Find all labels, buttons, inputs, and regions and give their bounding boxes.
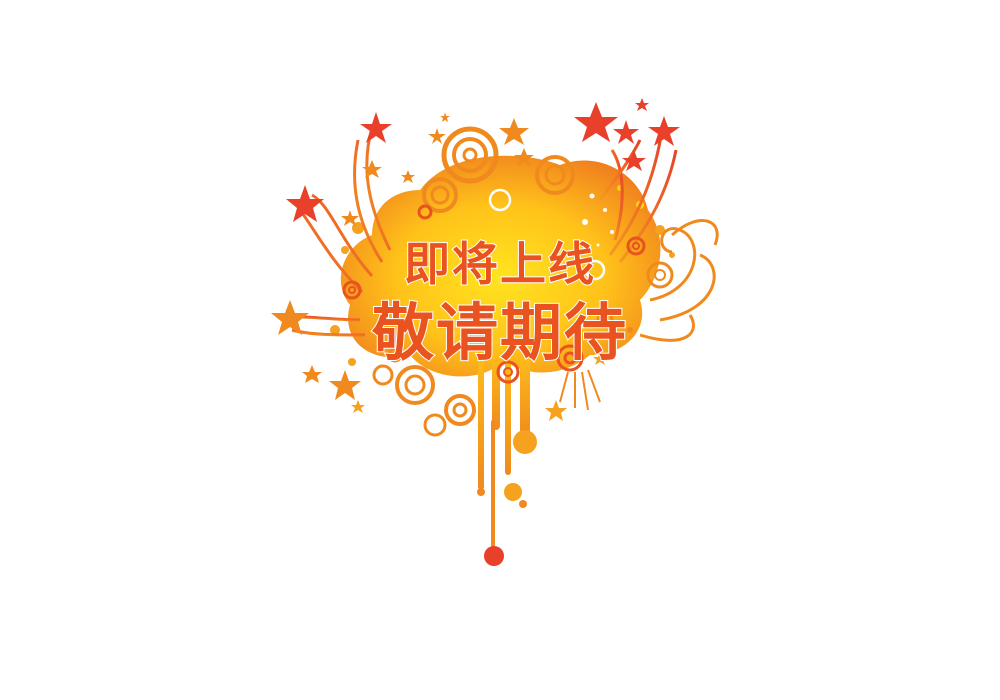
star-icon xyxy=(613,120,639,144)
swirl-circle-icon xyxy=(395,365,435,405)
star-icon xyxy=(635,98,649,111)
swirl-circle-icon xyxy=(556,344,584,372)
swirl-circle-icon xyxy=(417,204,433,220)
star-icon xyxy=(362,160,382,178)
paint-splash xyxy=(330,155,675,377)
swirl-circle-icon xyxy=(441,126,499,184)
swirl-circle-icon xyxy=(342,280,362,300)
star-icon xyxy=(341,210,359,226)
star-icon xyxy=(574,102,618,142)
swirl-circle-icon xyxy=(496,360,520,384)
headline-coming-soon: 即将上线 xyxy=(403,236,596,292)
star-icon xyxy=(545,400,567,421)
star-icon xyxy=(302,365,322,383)
stars xyxy=(271,98,680,421)
circle-ornaments xyxy=(342,126,674,437)
drip-dot xyxy=(484,546,504,566)
star-icon xyxy=(351,400,365,413)
burst-lines xyxy=(559,369,601,411)
star-icon xyxy=(428,128,446,144)
star-icon xyxy=(286,185,324,222)
star-icon xyxy=(514,148,534,166)
star-icon xyxy=(360,112,392,143)
star-icon xyxy=(271,300,309,335)
star-icon xyxy=(593,352,607,365)
star-icon xyxy=(648,116,680,146)
swirl-circle-icon xyxy=(626,236,646,256)
star-icon xyxy=(622,150,646,171)
star-icon xyxy=(440,112,450,122)
star-icon xyxy=(401,170,415,183)
swirl-circle-icon xyxy=(646,261,674,289)
swirl-ornaments-right xyxy=(639,219,719,342)
swirl-circle-icon xyxy=(422,177,458,213)
swirl-circle-icon xyxy=(488,188,606,350)
swirl-circle-icon xyxy=(423,413,447,437)
star-icon xyxy=(329,370,361,400)
paint-drips xyxy=(477,340,537,566)
swirl-circle-icon xyxy=(535,155,575,195)
headline-stay-tuned: 敬请期待 xyxy=(371,295,628,370)
swirl-circle-icon xyxy=(444,394,476,426)
star-icon xyxy=(499,118,529,145)
